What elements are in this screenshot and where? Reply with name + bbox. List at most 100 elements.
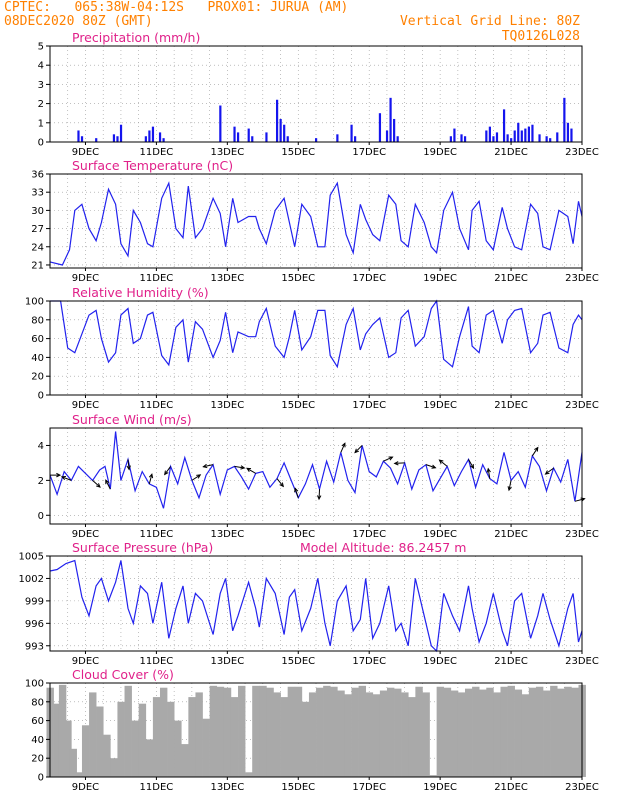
y-tick-label: 27 [31,224,44,235]
y-tick-label: 996 [25,619,44,630]
y-tick-label: 1 [38,118,44,129]
cloud-cover-bar [259,685,267,777]
y-tick-label: 30 [31,206,44,217]
y-tick-label: 100 [25,297,44,308]
wind-vector-head [294,487,299,493]
x-tick-label: 23DEC [565,656,599,667]
wind-vector-head [486,467,491,473]
wind-vector-head [240,465,246,470]
wind-vector-head [279,482,285,488]
precip-bar [492,136,495,142]
model-altitude: Model Altitude: 86.2457 m [300,540,466,555]
wind-vector-head [431,464,437,469]
x-tick-label: 15DEC [281,400,315,411]
x-tick-label: 11DEC [140,400,174,411]
temperature-line [49,181,583,266]
x-tick-label: 11DEC [140,529,174,540]
pressure-line [49,559,583,653]
y-tick-label: 0 [38,138,44,149]
humidity-line [50,299,583,369]
wind-vector [203,464,214,468]
cloud-cover-bar [53,703,61,777]
precip-bar [538,134,541,142]
x-tick-label: 19DEC [423,782,457,793]
panel-title: Surface Wind (m/s) [72,412,192,427]
cloud-cover-bar [394,688,402,777]
cloud-cover-bar [159,687,168,777]
y-tick-label: 999 [25,596,44,607]
wind-vector-head [534,446,539,452]
cloud-cover-bar [514,689,523,777]
x-tick-label: 9DEC [72,782,99,793]
y-tick-label: 60 [31,334,44,345]
precip-bar [520,130,523,142]
panel-title: Cloud Cover (%) [72,667,174,682]
cloud-cover-bar [557,688,565,777]
wind-vector-head [202,463,208,469]
cloud-cover-bar [89,692,97,777]
x-tick-label: 23DEC [565,529,599,540]
precip-bar [449,136,452,142]
wind-vector-head [393,461,399,466]
precip-bar [545,136,548,142]
cloud-cover-bar [202,718,210,777]
y-tick-label: 5 [38,42,44,53]
cloud-cover-bar [230,697,239,777]
precip-bar [286,136,289,142]
precip-bar [162,138,165,142]
cloud-cover-bar [223,687,232,777]
wind-vector-head [469,464,475,470]
x-tick-label: 17DEC [352,782,386,793]
precip-bar [315,138,318,142]
cloud-cover-bar [64,720,72,777]
precip-bar [378,113,382,142]
cloud-cover-bar [209,685,218,777]
cloud-cover-bar [337,690,345,777]
wind-vector [276,478,284,487]
cloud-cover-bar [103,734,111,777]
header-datetime: 08DEC2020 80Z (GMT) [4,14,153,29]
wind-vector-head [544,470,550,475]
cloud-cover-bar [81,725,90,777]
x-tick-label: 15DEC [281,147,315,158]
cloud-cover-bar [422,692,430,777]
x-tick-label: 13DEC [210,400,244,411]
cloud-cover-bar [493,692,501,777]
precip-bar [336,134,339,142]
precip-bar [463,136,467,142]
x-tick-label: 21DEC [494,529,528,540]
x-tick-label: 23DEC [565,400,599,411]
x-tick-label: 11DEC [140,782,174,793]
wind-vector [487,468,491,479]
cloud-cover-bar [167,701,175,777]
wind-vector-head [317,495,322,501]
y-tick-label: 80 [31,697,44,708]
precip-bar [485,130,488,142]
precip-bar [393,118,396,142]
cloud-cover-bar [74,772,83,777]
x-tick-label: 17DEC [352,273,386,284]
y-tick-label: 1005 [19,552,44,563]
x-tick-label: 15DEC [281,656,315,667]
wind-vector [246,467,256,474]
panel-temperature: 21 24 27 30 33 36 9DEC 11DEC 13DEC 15DEC 17DEC 19DE… [31,158,599,284]
wind-vector-head [341,442,346,448]
x-tick-label: 11DEC [140,147,174,158]
precip-bar [527,126,530,142]
cloud-cover-bar [294,686,303,777]
x-tick-label: 19DEC [423,656,457,667]
cloud-cover-bar [124,685,132,777]
cloud-cover-bar [174,720,182,777]
wind-vector [92,479,101,488]
x-tick-label: 19DEC [423,400,457,411]
cloud-cover-bar [550,685,558,777]
x-tick-label: 19DEC [423,529,457,540]
cloud-cover-bar [195,692,203,777]
x-tick-label: 11DEC [140,273,174,284]
wind-vector [164,466,171,475]
panel-pressure: 993 996 999 1002 1005 9DEC 11DEC 13DEC 15DEC 17DE… [19,540,599,667]
cloud-cover-bar [273,692,281,777]
panel-title: Precipitation (mm/h) [72,30,200,45]
cloud-cover-bar [181,744,189,777]
cloud-cover-bar [330,686,338,777]
